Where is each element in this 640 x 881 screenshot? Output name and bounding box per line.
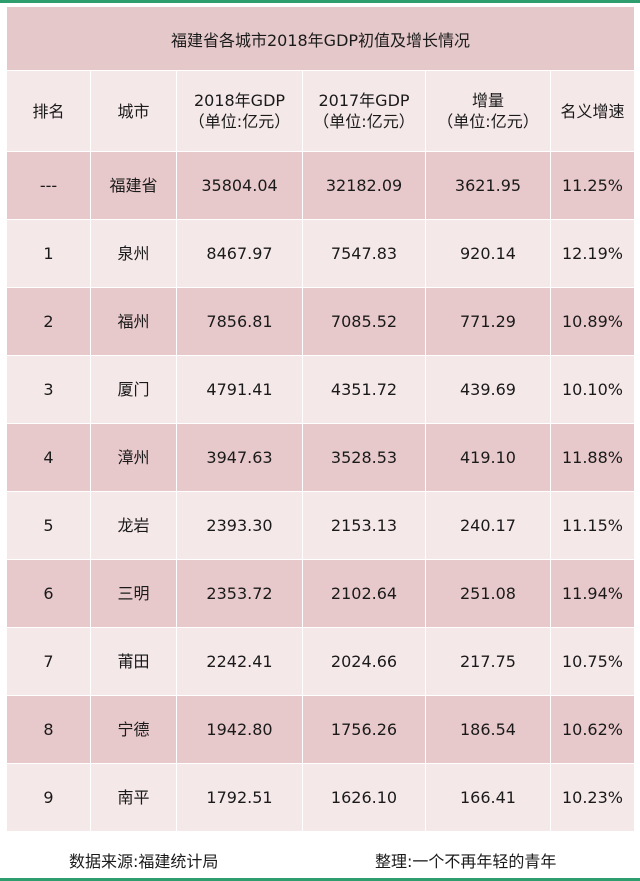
cell-increment: 419.10 bbox=[426, 424, 551, 491]
cell-gdp-2018: 1942.80 bbox=[177, 696, 303, 763]
cell-growth: 10.75% bbox=[561, 652, 623, 671]
header-growth-label: 名义增速 bbox=[560, 101, 625, 121]
table-row: 5 龙岩 2393.30 2153.13 240.17 11.15% bbox=[7, 492, 634, 560]
cell-gdp-2018: 8467.97 bbox=[177, 220, 303, 287]
bottom-accent-line bbox=[0, 878, 640, 881]
cell-rank: 2 bbox=[7, 288, 91, 355]
cell-increment: 240.17 bbox=[426, 492, 551, 559]
cell-city: 厦门 bbox=[91, 356, 177, 423]
top-accent-line bbox=[0, 0, 640, 3]
cell-city: 福州 bbox=[91, 288, 177, 355]
table-row: 9 南平 1792.51 1626.10 166.41 10.23% bbox=[7, 764, 634, 832]
data-source: 数据来源:福建统计局 bbox=[69, 852, 219, 871]
cell-rank: 1 bbox=[7, 220, 91, 287]
cell-rank: 9 bbox=[7, 764, 91, 831]
cell-gdp-2018: 2393.30 bbox=[177, 492, 303, 559]
cell-city: 漳州 bbox=[91, 424, 177, 491]
cell-rank: 3 bbox=[7, 356, 91, 423]
cell-gdp-2017: 32182.09 bbox=[303, 152, 426, 219]
cell-growth: 10.62% bbox=[561, 720, 623, 739]
cell-gdp-2017: 1756.26 bbox=[303, 696, 426, 763]
header-city-label: 城市 bbox=[117, 101, 150, 121]
cell-increment: 251.08 bbox=[426, 560, 551, 627]
cell-gdp-2017: 2102.64 bbox=[303, 560, 426, 627]
header-growth: 名义增速 bbox=[551, 71, 634, 151]
cell-rank: 7 bbox=[7, 628, 91, 695]
cell-gdp-2017: 7085.52 bbox=[303, 288, 426, 355]
cell-growth: 10.89% bbox=[561, 312, 623, 331]
cell-city: 龙岩 bbox=[91, 492, 177, 559]
cell-gdp-2017: 1626.10 bbox=[303, 764, 426, 831]
table-row: 1 泉州 8467.97 7547.83 920.14 12.19% bbox=[7, 220, 634, 288]
cell-city: 三明 bbox=[91, 560, 177, 627]
cell-gdp-2018: 7856.81 bbox=[177, 288, 303, 355]
cell-increment: 217.75 bbox=[426, 628, 551, 695]
header-gdp-2017: 2017年GDP （单位:亿元） bbox=[303, 71, 426, 151]
header-rank: 排名 bbox=[7, 71, 91, 151]
cell-gdp-2018: 4791.41 bbox=[177, 356, 303, 423]
cell-gdp-2017: 3528.53 bbox=[303, 424, 426, 491]
table-title: 福建省各城市2018年GDP初值及增长情况 bbox=[7, 7, 634, 71]
table-row: --- 福建省 35804.04 32182.09 3621.95 11.25% bbox=[7, 152, 634, 220]
cell-increment: 166.41 bbox=[426, 764, 551, 831]
table-row: 3 厦门 4791.41 4351.72 439.69 10.10% bbox=[7, 356, 634, 424]
cell-gdp-2018: 35804.04 bbox=[177, 152, 303, 219]
gdp-table: 福建省各城市2018年GDP初值及增长情况 排名 城市 2018年GDP （单位… bbox=[7, 7, 634, 832]
cell-rank: 5 bbox=[7, 492, 91, 559]
cell-gdp-2018: 1792.51 bbox=[177, 764, 303, 831]
cell-gdp-2018: 2353.72 bbox=[177, 560, 303, 627]
cell-rank: 4 bbox=[7, 424, 91, 491]
cell-growth: 12.19% bbox=[561, 244, 623, 263]
table-body: --- 福建省 35804.04 32182.09 3621.95 11.25% 1 泉州 84… bbox=[7, 152, 634, 832]
cell-city: 泉州 bbox=[91, 220, 177, 287]
cell-rank: 8 bbox=[7, 696, 91, 763]
header-city: 城市 bbox=[91, 71, 177, 151]
table-row: 8 宁德 1942.80 1756.26 186.54 10.62% bbox=[7, 696, 634, 764]
cell-rank: --- bbox=[7, 152, 91, 219]
cell-city: 福建省 bbox=[91, 152, 177, 219]
table-row: 4 漳州 3947.63 3528.53 419.10 11.88% bbox=[7, 424, 634, 492]
cell-growth: 10.10% bbox=[561, 380, 623, 399]
cell-gdp-2018: 2242.41 bbox=[177, 628, 303, 695]
table-row: 7 莆田 2242.41 2024.66 217.75 10.75% bbox=[7, 628, 634, 696]
header-gdp-2017-label: 2017年GDP bbox=[318, 91, 410, 110]
cell-city: 南平 bbox=[91, 764, 177, 831]
cell-rank: 6 bbox=[7, 560, 91, 627]
editor-credit: 整理:一个不再年轻的青年 bbox=[375, 852, 557, 871]
header-gdp-2018-label: 2018年GDP bbox=[193, 91, 286, 110]
cell-growth: 11.88% bbox=[561, 448, 623, 467]
cell-increment: 439.69 bbox=[426, 356, 551, 423]
header-increment-unit: （单位:亿元） bbox=[437, 112, 539, 131]
header-gdp-2018-unit: （单位:亿元） bbox=[188, 112, 291, 131]
table-row: 6 三明 2353.72 2102.64 251.08 11.94% bbox=[7, 560, 634, 628]
header-increment-label: 增量 bbox=[471, 91, 504, 110]
cell-increment: 186.54 bbox=[426, 696, 551, 763]
header-gdp-2018: 2018年GDP （单位:亿元） bbox=[177, 71, 303, 151]
cell-gdp-2018: 3947.63 bbox=[177, 424, 303, 491]
cell-gdp-2017: 2153.13 bbox=[303, 492, 426, 559]
cell-increment: 3621.95 bbox=[426, 152, 551, 219]
cell-growth: 11.25% bbox=[561, 176, 623, 195]
cell-growth: 10.23% bbox=[561, 788, 623, 807]
table-row: 2 福州 7856.81 7085.52 771.29 10.89% bbox=[7, 288, 634, 356]
cell-increment: 920.14 bbox=[426, 220, 551, 287]
table-header-row: 排名 城市 2018年GDP （单位:亿元） 2017年GDP （单位:亿元） … bbox=[7, 71, 634, 152]
cell-gdp-2017: 2024.66 bbox=[303, 628, 426, 695]
cell-gdp-2017: 7547.83 bbox=[303, 220, 426, 287]
header-increment: 增量 （单位:亿元） bbox=[426, 71, 551, 151]
header-gdp-2017-unit: （单位:亿元） bbox=[313, 112, 415, 131]
cell-growth: 11.15% bbox=[561, 516, 623, 535]
cell-gdp-2017: 4351.72 bbox=[303, 356, 426, 423]
cell-city: 莆田 bbox=[91, 628, 177, 695]
cell-increment: 771.29 bbox=[426, 288, 551, 355]
cell-growth: 11.94% bbox=[561, 584, 623, 603]
cell-city: 宁德 bbox=[91, 696, 177, 763]
header-rank-label: 排名 bbox=[32, 101, 65, 121]
